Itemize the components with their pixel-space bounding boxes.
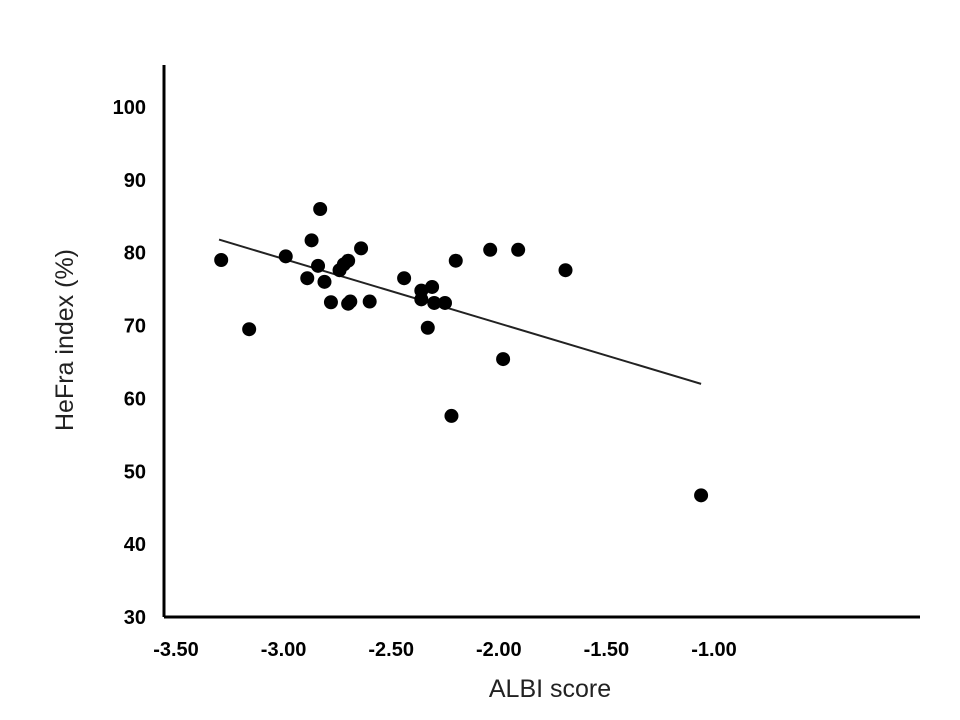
data-point <box>694 488 709 503</box>
data-point <box>323 295 338 310</box>
x-tick-labels: -3.50 -3.00 -2.50 -2.00 -1.50 -1.00 <box>153 639 737 661</box>
data-point <box>317 274 332 289</box>
y-tick-label: 90 <box>124 170 146 192</box>
data-point <box>300 271 315 286</box>
data-point <box>420 320 435 335</box>
data-point <box>354 241 369 256</box>
data-point <box>214 253 229 267</box>
data-point <box>311 258 326 273</box>
x-tick-label: -1.00 <box>691 639 737 661</box>
y-tick-labels: 30 40 50 60 70 80 90 100 <box>113 97 146 629</box>
axes <box>162 65 920 619</box>
data-points <box>214 202 709 503</box>
x-axis-title: ALBI score <box>489 675 611 703</box>
y-tick-label: 60 <box>124 388 146 410</box>
data-point <box>448 253 463 268</box>
y-axis-title: HeFra index (%) <box>51 249 79 431</box>
x-tick-label: -1.50 <box>584 639 630 661</box>
data-point <box>313 202 328 216</box>
data-point <box>444 408 459 423</box>
data-point <box>414 292 429 307</box>
x-tick-label: -2.50 <box>368 639 414 661</box>
data-point <box>343 294 358 309</box>
x-tick-label: -3.00 <box>261 639 307 661</box>
x-tick-label: -2.00 <box>476 639 522 661</box>
trend-line <box>218 238 702 385</box>
data-point <box>242 322 257 337</box>
y-tick-label: 50 <box>124 461 146 483</box>
data-point <box>397 271 412 286</box>
data-point <box>304 233 319 248</box>
data-point <box>278 249 293 264</box>
data-point <box>558 263 573 278</box>
data-point <box>496 352 511 367</box>
data-point <box>438 295 452 310</box>
data-point <box>427 295 442 310</box>
y-tick-label: 70 <box>124 316 146 338</box>
y-tick-label: 80 <box>124 243 146 265</box>
y-tick-label: 30 <box>124 607 146 629</box>
data-point <box>483 242 498 257</box>
x-tick-label: -3.50 <box>153 639 199 661</box>
data-point <box>362 294 377 309</box>
data-point <box>425 279 440 294</box>
y-tick-label: 40 <box>124 534 146 556</box>
data-point <box>341 253 356 268</box>
y-tick-label: 100 <box>113 97 146 119</box>
data-point <box>511 242 526 257</box>
